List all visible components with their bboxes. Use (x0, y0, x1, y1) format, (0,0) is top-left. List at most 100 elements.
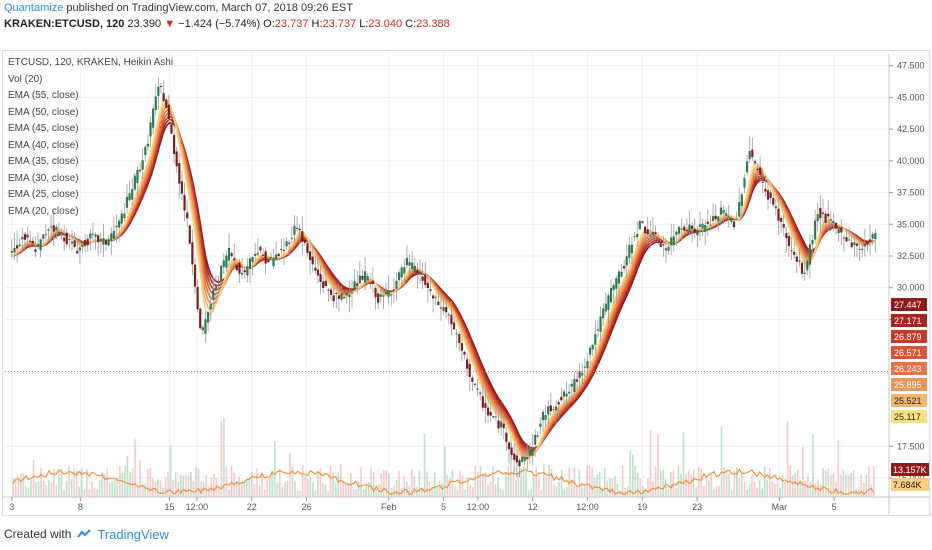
legend-symbol[interactable]: ETCUSD, 120, KRAKEN, Heikin Ashi (8, 57, 174, 68)
candle-body (131, 189, 134, 200)
candle-body (625, 256, 628, 266)
low-label: L: (359, 18, 369, 30)
volume-bar (388, 473, 390, 497)
candle-body (816, 214, 819, 221)
legend-ema-55[interactable]: EMA (55, close) (8, 90, 79, 101)
candle-body (748, 151, 751, 160)
candle-body (785, 233, 788, 239)
volume-bar (210, 477, 213, 497)
candle-body (128, 193, 131, 201)
volume-bar (14, 479, 17, 497)
legend-ema-40[interactable]: EMA (40, close) (8, 139, 79, 151)
volume-bar (517, 471, 520, 497)
candle-body (91, 233, 95, 235)
price-chart[interactable]: 47.500 45.000 42.500 40.000 37.500 35.000 32.5… (3, 51, 929, 515)
publish-header: Quantamize published on TradingView.com,… (4, 2, 353, 16)
candle-body (295, 227, 299, 230)
candle-body (677, 226, 681, 234)
author-link[interactable]: Quantamize (4, 2, 64, 14)
x-tick-label: 15 (164, 502, 174, 512)
volume-bar (746, 489, 748, 497)
volume-bar (126, 455, 129, 497)
candle-body (167, 104, 170, 120)
x-tick-label: 23 (692, 502, 702, 512)
volume-bar (20, 473, 22, 497)
candle-body (641, 221, 644, 223)
candle-body (599, 316, 602, 332)
legend-ema-20[interactable]: EMA (20, close) (8, 205, 79, 217)
volume-bar (91, 481, 93, 497)
candle-body (861, 248, 864, 250)
candle-body (638, 220, 641, 230)
volume-bar (527, 490, 530, 497)
volume-bar (17, 475, 20, 497)
candle-body (711, 216, 715, 221)
volume-bar (355, 488, 357, 497)
candle-body (858, 248, 861, 250)
candle-body (562, 391, 566, 397)
volume-bar (345, 484, 347, 497)
volume-bar (329, 465, 332, 497)
volume-bar (139, 459, 141, 497)
candle-body (311, 256, 314, 265)
candle-body (214, 286, 218, 291)
candle-body (157, 86, 160, 96)
legend-volume[interactable]: Vol (20) (8, 73, 43, 85)
candle-body (667, 246, 670, 251)
volume-bar (53, 469, 55, 497)
candle-body (630, 244, 634, 254)
down-arrow-icon: ▼ (164, 18, 176, 30)
legend-ema-45[interactable]: EMA (45, close) (8, 123, 79, 134)
volume-bar (723, 467, 725, 497)
candle-body (662, 244, 665, 246)
candle-body (541, 411, 545, 421)
candle-body (267, 259, 270, 263)
legend-ema-30[interactable]: EMA (30, close) (8, 172, 79, 184)
legend-ema-25[interactable]: EMA (25, close) (8, 189, 79, 200)
candle-body (322, 281, 325, 288)
candle-body (790, 250, 793, 252)
candle-body (36, 244, 40, 247)
legend-ema-35[interactable]: EMA (35, close) (8, 156, 79, 167)
candle-body (84, 240, 87, 246)
legend-ema-50[interactable]: EMA (50, close) (8, 106, 79, 118)
volume-bar (438, 480, 441, 497)
candle-body (366, 275, 369, 281)
volume-bar (718, 485, 720, 497)
candle-body (400, 267, 403, 278)
tradingview-link[interactable]: TradingView (97, 526, 169, 542)
candle-body (594, 334, 597, 345)
candle-body (602, 308, 605, 319)
volume-bar (423, 433, 426, 497)
candle-body (534, 434, 537, 445)
volume-bar (228, 489, 230, 497)
candle-body (301, 231, 304, 242)
volume-bar (578, 469, 581, 497)
candle-body (848, 239, 851, 241)
publish-info: published on TradingView.com, March 07, … (66, 2, 353, 14)
candle-body (515, 455, 518, 463)
candle-body (238, 262, 241, 274)
volume-bar (708, 480, 710, 497)
candle-body (405, 257, 409, 266)
volume-bar (558, 481, 560, 497)
candle-body (871, 234, 874, 239)
candle-body (104, 239, 108, 245)
chart-area[interactable]: 47.500 45.000 42.500 40.000 37.500 35.000 32.5… (2, 50, 930, 516)
candle-body (651, 231, 654, 236)
volume-bar (342, 481, 345, 497)
candle-body (683, 226, 686, 231)
candle-body (800, 262, 804, 274)
candle-body (808, 244, 811, 265)
volume-bar (375, 488, 378, 497)
candle-body (298, 228, 301, 231)
volume-bar (624, 487, 626, 497)
candle-body (759, 167, 762, 175)
tradingview-logo-icon (77, 529, 92, 538)
volume-bar (360, 467, 362, 497)
volume-bar (680, 473, 682, 497)
candle-body (220, 265, 223, 281)
volume-bar (372, 472, 375, 497)
volume-bar (499, 488, 502, 497)
volume-bar (421, 488, 423, 497)
